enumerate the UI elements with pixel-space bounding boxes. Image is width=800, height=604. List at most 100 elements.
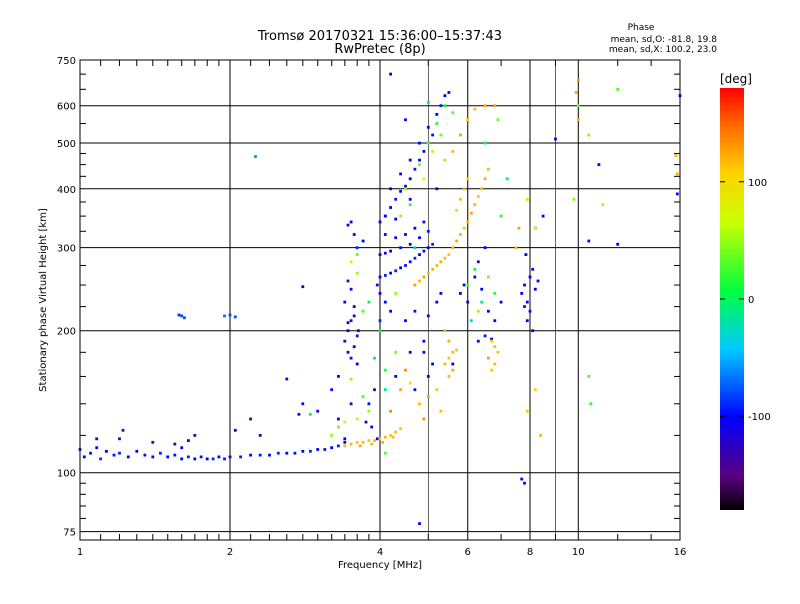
data-point — [413, 309, 417, 313]
plot-frame — [79, 59, 681, 541]
data-point — [531, 267, 535, 271]
data-point — [439, 292, 443, 295]
x-tick-label: 10 — [572, 547, 585, 558]
y-tick-label: 75 — [63, 528, 76, 539]
data-point — [399, 427, 402, 431]
data-point — [378, 292, 382, 295]
data-point — [496, 350, 500, 354]
data-point — [514, 246, 518, 250]
data-point — [383, 451, 387, 455]
data-point — [309, 412, 312, 416]
data-point — [439, 260, 443, 264]
data-point — [473, 203, 477, 207]
data-point — [451, 368, 455, 372]
data-point — [249, 453, 252, 457]
stats-line-o: mean, sd,O: -81.8, 19.8 — [611, 35, 718, 45]
data-point — [349, 287, 353, 291]
data-point — [447, 91, 451, 94]
data-point — [285, 451, 289, 455]
data-point — [355, 271, 359, 275]
data-point — [466, 220, 470, 224]
data-point — [408, 197, 412, 201]
data-point — [343, 437, 347, 441]
data-point — [616, 87, 620, 91]
data-point — [383, 435, 387, 439]
data-point — [422, 339, 426, 343]
data-point — [587, 133, 591, 137]
data-point — [118, 451, 121, 455]
data-point — [525, 300, 529, 304]
y-tick-label: 200 — [57, 327, 76, 338]
data-point — [389, 309, 392, 313]
data-point — [451, 111, 455, 115]
data-point — [524, 253, 528, 256]
data-point — [349, 260, 353, 264]
colorbar-ticks: 100 0 -100 — [720, 178, 771, 423]
data-point — [431, 362, 434, 366]
data-point — [487, 275, 490, 279]
data-point — [343, 300, 347, 304]
data-point — [301, 402, 305, 406]
data-point — [499, 300, 503, 304]
axes: 1 2 4 6 8 10 16 75 100 200 300 400 500 600 750 — [57, 56, 686, 558]
data-point — [276, 451, 280, 455]
data-point — [346, 279, 350, 283]
data-point — [483, 177, 487, 181]
data-point — [451, 246, 455, 250]
data-point — [389, 249, 392, 253]
data-point — [378, 253, 382, 256]
stats-line-x: mean, sd,X: 100.2, 23.0 — [609, 45, 717, 55]
data-point — [383, 274, 387, 277]
data-point — [211, 457, 215, 461]
data-point — [675, 172, 679, 176]
data-point — [394, 236, 398, 240]
data-point — [572, 197, 576, 201]
data-point — [349, 319, 353, 323]
y-tick-label: 400 — [57, 185, 76, 196]
data-point — [399, 246, 402, 250]
data-point — [431, 133, 434, 137]
data-point — [523, 481, 526, 485]
data-point — [531, 329, 535, 333]
data-point — [418, 402, 421, 406]
data-point — [443, 158, 447, 162]
data-point — [455, 239, 458, 243]
data-point — [426, 395, 430, 398]
data-point — [297, 412, 301, 416]
data-point — [316, 448, 320, 451]
data-point — [480, 287, 484, 291]
data-point — [399, 189, 402, 193]
data-point — [528, 309, 532, 313]
data-point — [447, 339, 451, 343]
data-point — [426, 314, 430, 318]
y-tick-label: 500 — [57, 139, 76, 150]
data-point — [367, 300, 371, 304]
data-point — [228, 313, 232, 317]
chart-title: Tromsø 20170321 15:36:00–15:37:43 — [257, 29, 502, 44]
colorbar-tick-label: -100 — [748, 412, 771, 423]
data-point — [473, 275, 477, 279]
data-point — [394, 375, 398, 378]
data-point — [435, 187, 439, 191]
data-point — [413, 256, 417, 260]
colorbar-label: [deg] — [720, 72, 752, 86]
data-point — [355, 334, 359, 338]
data-point — [435, 264, 439, 267]
data-point — [301, 449, 305, 453]
data-point — [587, 239, 591, 243]
data-point — [394, 430, 398, 434]
data-point — [187, 455, 190, 459]
data-point — [493, 104, 497, 108]
data-point — [349, 402, 353, 406]
data-point — [408, 242, 412, 246]
data-point — [316, 409, 320, 413]
data-point — [466, 118, 470, 122]
data-point — [183, 316, 186, 320]
data-point — [505, 177, 509, 181]
data-point — [487, 356, 490, 360]
data-point — [352, 233, 356, 236]
data-point — [89, 451, 92, 455]
data-point — [361, 239, 365, 243]
data-point — [378, 329, 382, 333]
